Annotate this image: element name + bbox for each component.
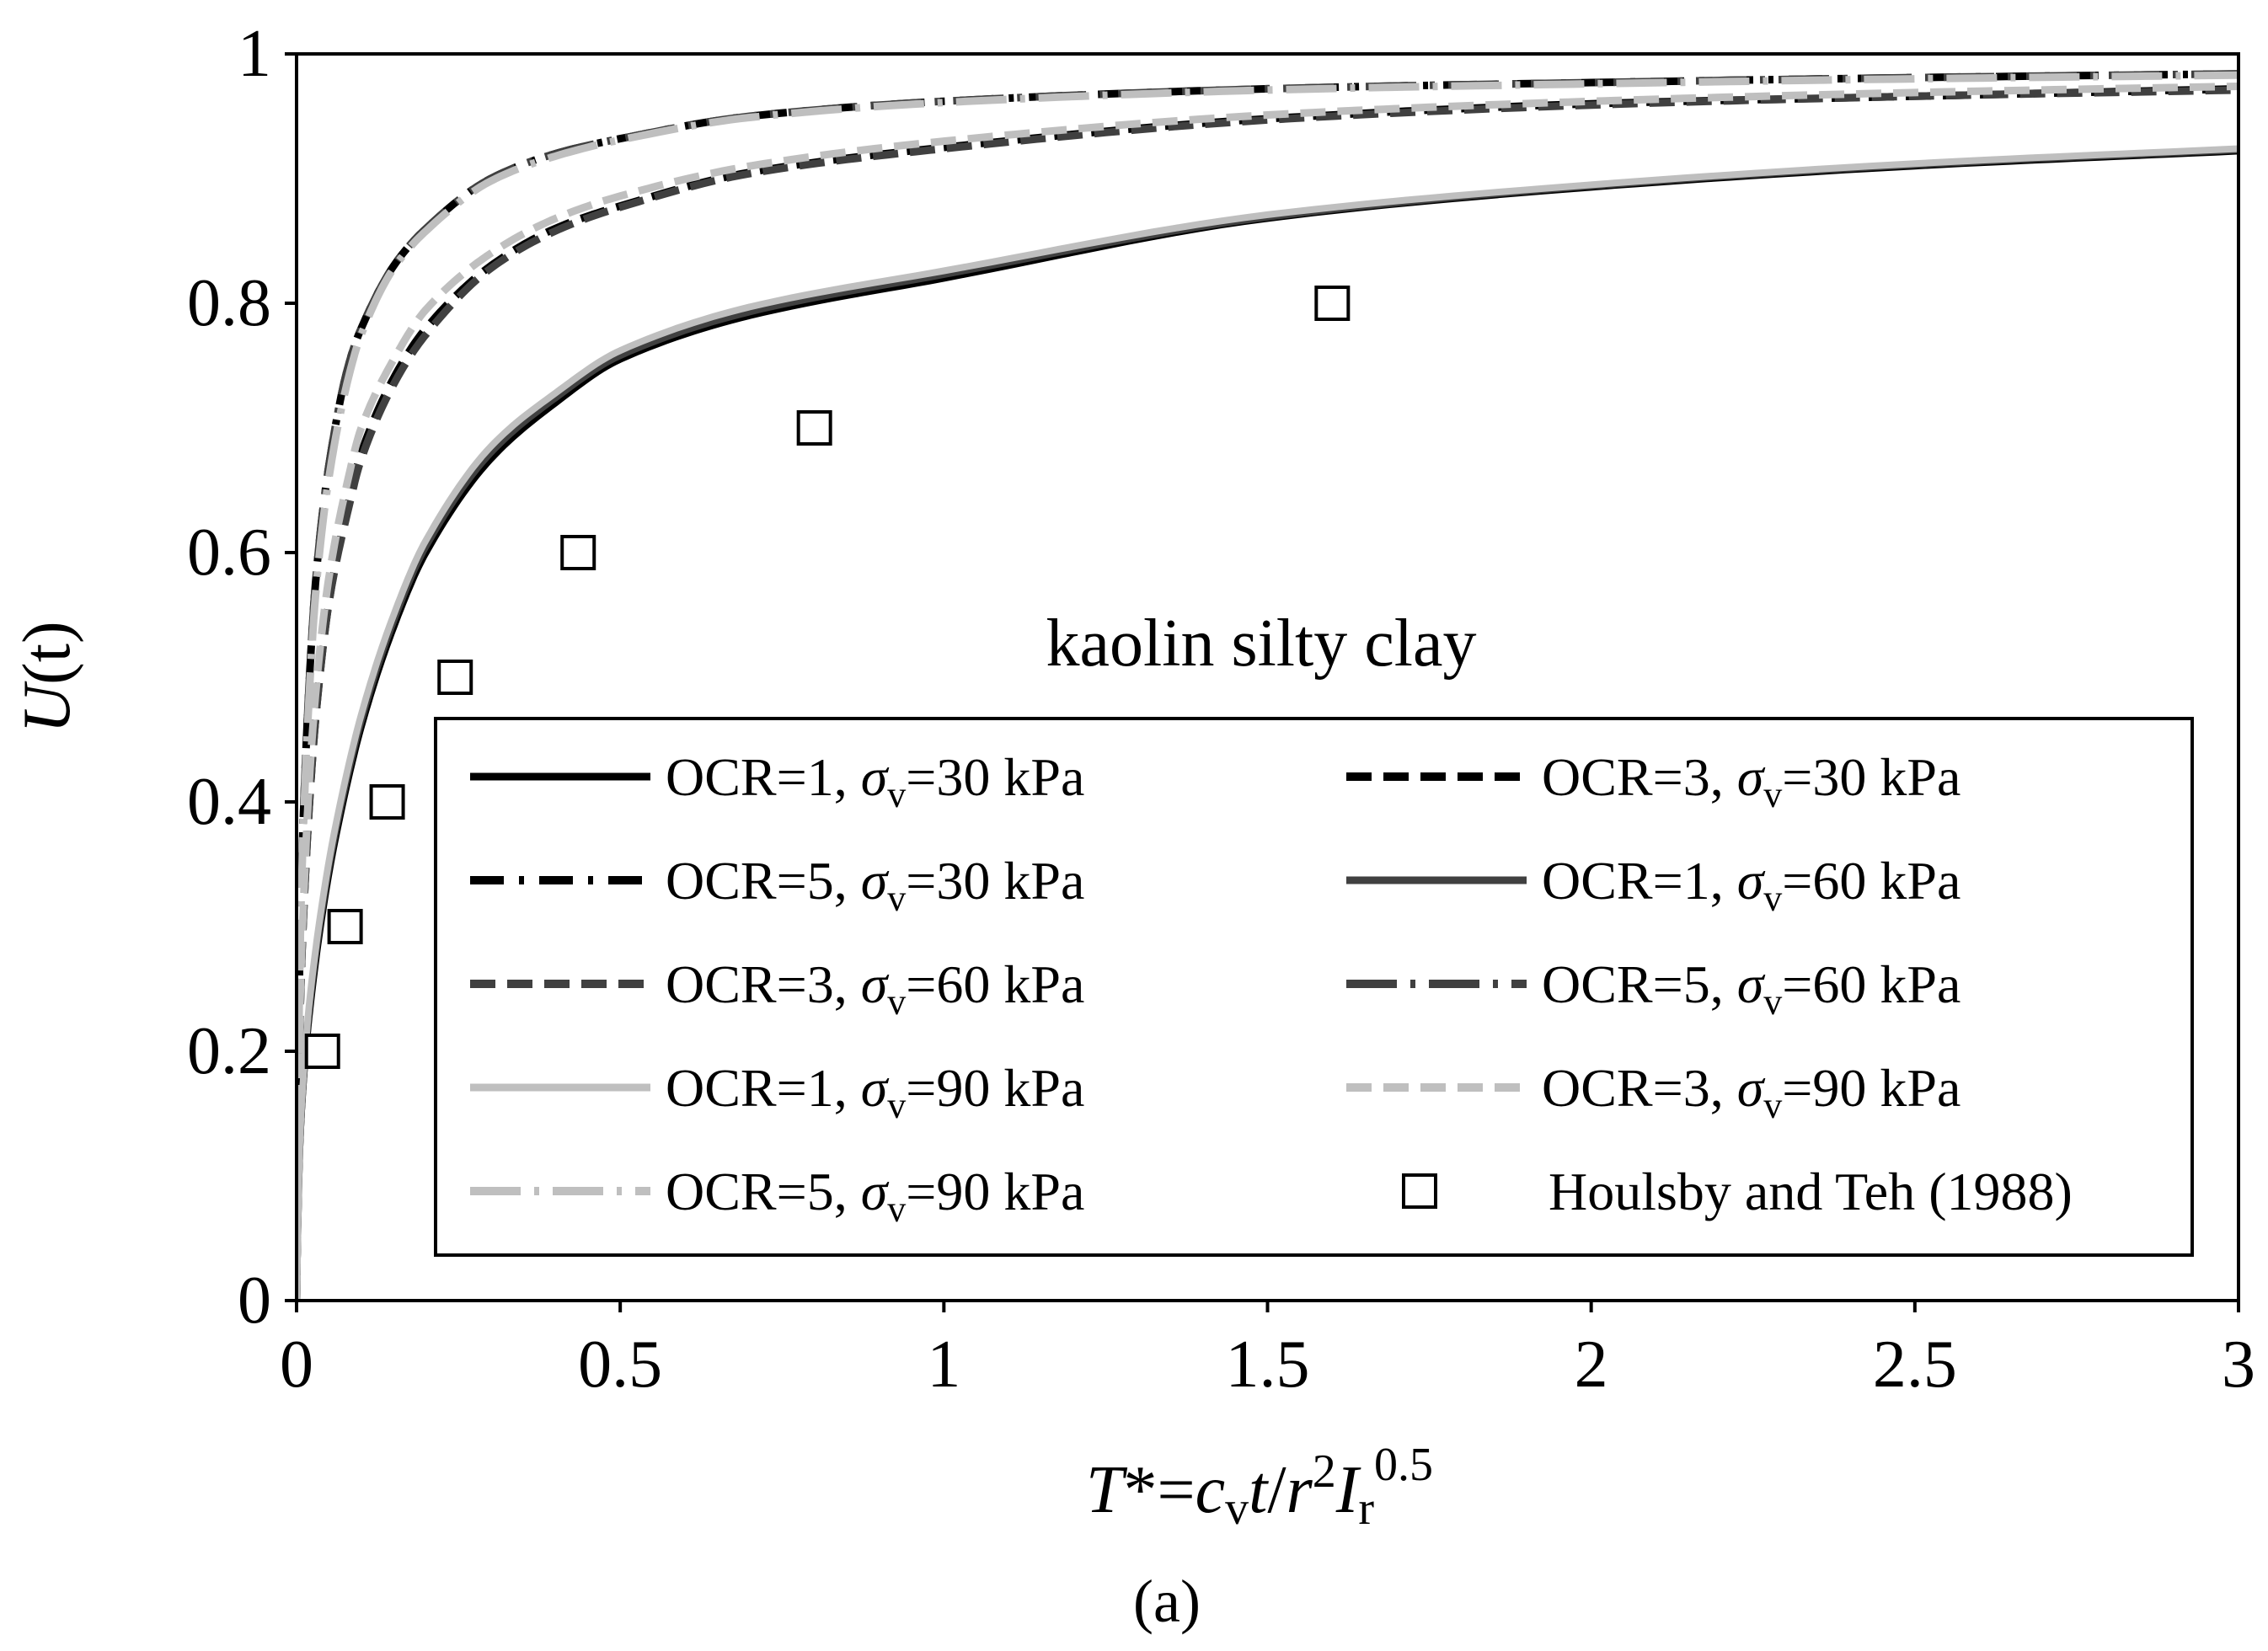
legend-label: OCR=3, σv=90 kPa xyxy=(1542,1058,1960,1126)
data-marker xyxy=(560,535,596,570)
legend-item-ocr-5-sigmav-60-kpa: OCR=5, σv=60 kPa xyxy=(1346,954,1960,1023)
series-line-ocr-5-sigmav-90-kpa xyxy=(297,71,2239,1301)
y-tick-label: 0.8 xyxy=(187,266,271,340)
data-marker xyxy=(327,909,363,944)
legend-label: OCR=5, σv=90 kPa xyxy=(666,1162,1084,1230)
legend: OCR=1, σv=30 kPa OCR=3, σv=30 kPa OCR=5, σ… xyxy=(434,717,2194,1257)
svg-text:U(t): U(t) xyxy=(10,621,84,733)
legend-label: OCR=5, σv=30 kPa xyxy=(666,851,1084,919)
x-axis-label: T*=cvt/r2Ir0.5 xyxy=(1086,1439,1433,1535)
series-line-ocr-1-sigmav-90-kpa xyxy=(297,145,2239,1301)
legend-frame xyxy=(434,717,2194,1257)
data-marker xyxy=(796,410,832,446)
y-tick-label: 1 xyxy=(238,17,271,91)
legend-label: OCR=3, σv=60 kPa xyxy=(666,954,1084,1023)
legend-label: OCR=3, σv=30 kPa xyxy=(1542,747,1960,815)
y-tick-label: 0 xyxy=(238,1264,271,1338)
x-tick-label: 0 xyxy=(280,1328,313,1402)
data-marker xyxy=(437,660,473,695)
x-tick-label: 3 xyxy=(2222,1328,2255,1402)
legend-label: OCR=1, σv=90 kPa xyxy=(666,1058,1084,1126)
data-marker xyxy=(304,1034,340,1069)
legend-item-ocr-1-sigmav-30-kpa: OCR=1, σv=30 kPa xyxy=(470,747,1084,815)
legend-item-houlsby-and-teh-1988: Houlsby and Teh (1988) xyxy=(1402,1162,2073,1221)
y-tick-label: 0.2 xyxy=(187,1014,271,1088)
y-tick-label: 0.4 xyxy=(187,765,271,839)
legend-label: OCR=1, σv=30 kPa xyxy=(666,747,1084,815)
x-tick-label: 1.5 xyxy=(1226,1328,1310,1402)
legend-item-ocr-3-sigmav-30-kpa: OCR=3, σv=30 kPa xyxy=(1346,747,1960,815)
y-tick-label: 0.6 xyxy=(187,516,271,590)
y-axis-label: U(t) xyxy=(10,621,84,733)
legend-label: Houlsby and Teh (1988) xyxy=(1549,1162,2073,1221)
legend-item-ocr-1-sigmav-60-kpa: OCR=1, σv=60 kPa xyxy=(1346,851,1960,919)
figure-caption: (a) xyxy=(1133,1568,1201,1635)
legend-label: OCR=1, σv=60 kPa xyxy=(1542,851,1960,919)
x-tick-label: 2 xyxy=(1575,1328,1608,1402)
chart-annotation: kaolin silty clay xyxy=(1046,606,1476,681)
legend-label: OCR=5, σv=60 kPa xyxy=(1542,954,1960,1023)
data-marker xyxy=(1314,286,1351,321)
x-tick-label: 2.5 xyxy=(1873,1328,1957,1402)
data-marker xyxy=(369,784,405,820)
x-tick-label: 1 xyxy=(927,1328,960,1402)
legend-item-ocr-5-sigmav-30-kpa: OCR=5, σv=30 kPa xyxy=(470,851,1084,919)
svg-text:T*=cvt/r2Ir0.5: T*=cvt/r2Ir0.5 xyxy=(1086,1439,1433,1535)
x-tick-label: 0.5 xyxy=(578,1328,662,1402)
legend-item-ocr-1-sigmav-90-kpa: OCR=1, σv=90 kPa xyxy=(470,1058,1084,1126)
series-line-ocr-3-sigmav-90-kpa xyxy=(297,83,2239,1301)
legend-item-ocr-3-sigmav-90-kpa: OCR=3, σv=90 kPa xyxy=(1346,1058,1960,1126)
legend-item-ocr-5-sigmav-90-kpa: OCR=5, σv=90 kPa xyxy=(470,1162,1084,1230)
legend-marker xyxy=(1402,1173,1437,1209)
legend-item-ocr-3-sigmav-60-kpa: OCR=3, σv=60 kPa xyxy=(470,954,1084,1023)
